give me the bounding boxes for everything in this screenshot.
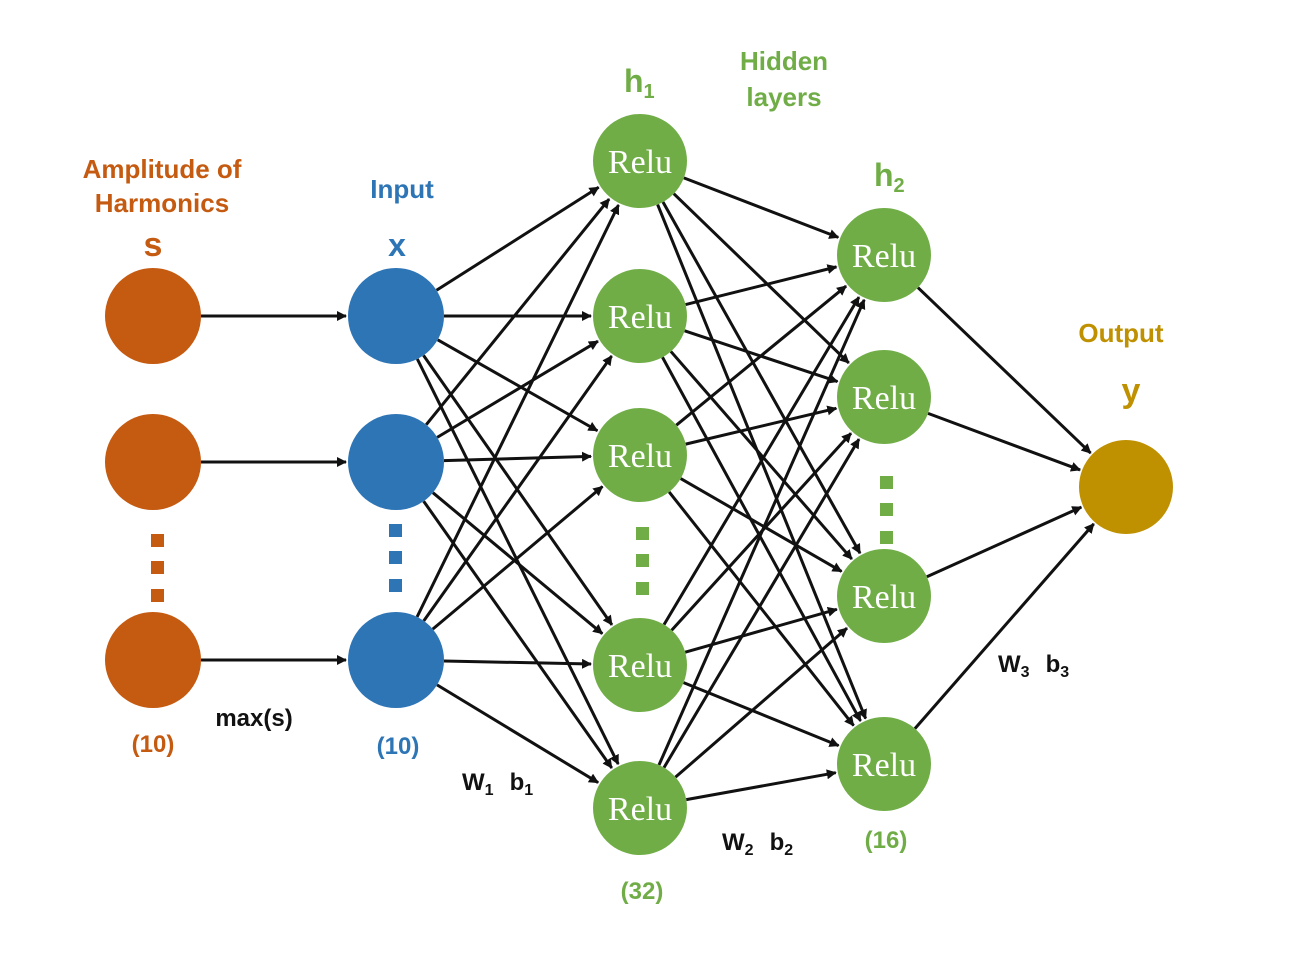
- relu-label: Relu: [852, 380, 916, 417]
- h1-h2-edge: [662, 438, 861, 769]
- output-node: [1079, 440, 1173, 534]
- h2-output-edge: [913, 522, 1095, 730]
- input-count: (10): [377, 733, 420, 760]
- h1-h2-edge: [683, 176, 840, 239]
- input-h1-edge: [443, 658, 593, 669]
- h1-node: Relu: [593, 269, 687, 363]
- h2-node: Relu: [837, 717, 931, 811]
- hidden-title-line1: Hidden: [740, 46, 828, 76]
- input-h1-edge: [422, 500, 613, 769]
- h1-h2-edge: [685, 769, 837, 802]
- w2-b2-label: W2 b2: [722, 829, 793, 859]
- input-h1-edge: [436, 338, 599, 433]
- source-node: [105, 268, 201, 364]
- relu-label: Relu: [852, 238, 916, 275]
- h1-node: Relu: [593, 761, 687, 855]
- source-symbol: s: [144, 226, 163, 264]
- h2-label: h2: [874, 157, 905, 197]
- h1-count: (32): [621, 878, 664, 905]
- h1-node: Relu: [593, 618, 687, 712]
- h2-count: (16): [865, 827, 908, 854]
- h2-output-edge: [926, 505, 1083, 579]
- h1-h2-edge: [685, 405, 838, 446]
- connection-edges: [201, 176, 1095, 802]
- h1-h2-edge: [661, 356, 862, 722]
- source-layer: [105, 268, 201, 708]
- h1-node: Relu: [593, 408, 687, 502]
- h1-h2-edge: [679, 477, 843, 573]
- h2-node: Relu: [837, 350, 931, 444]
- source-node: [105, 414, 201, 510]
- input-h1-edge: [443, 451, 593, 463]
- source-count: (10): [132, 731, 175, 758]
- source-ellipsis-dot: [151, 534, 164, 547]
- h1-ellipsis-dot: [636, 554, 649, 567]
- input-h1-edge: [435, 186, 600, 292]
- h1-h2-edge: [684, 606, 838, 654]
- input-ellipsis-dot: [389, 579, 402, 592]
- h1-h2-edge: [685, 264, 838, 307]
- relu-label: Relu: [608, 648, 672, 685]
- input-h1-edge: [431, 485, 604, 631]
- relu-label: Relu: [608, 144, 672, 181]
- h1-h2-edge: [675, 284, 848, 427]
- hidden-layer-1: Relu Relu Relu Relu Relu: [593, 114, 687, 855]
- relu-label: Relu: [608, 299, 672, 336]
- h2-ellipsis-dot: [880, 476, 893, 489]
- h1-ellipsis-dot: [636, 582, 649, 595]
- input-title: Input: [370, 174, 434, 204]
- h2-ellipsis-dot: [880, 503, 893, 516]
- input-h1-edge: [425, 198, 611, 426]
- h1-h2-edge: [674, 627, 848, 779]
- input-h1-edge: [415, 204, 620, 618]
- source-ellipsis-dot: [151, 589, 164, 602]
- input-h1-edge: [422, 355, 613, 622]
- h2-output-edge: [927, 411, 1082, 472]
- input-node: [348, 268, 444, 364]
- relu-label: Relu: [852, 579, 916, 616]
- max-op-label: max(s): [215, 705, 292, 732]
- h1-h2-edge: [682, 681, 840, 747]
- input-h1-edge: [431, 491, 604, 635]
- input-node: [348, 414, 444, 510]
- output-title: Output: [1078, 318, 1164, 348]
- input-h1-edge: [436, 339, 599, 439]
- h2-output-edge: [916, 286, 1092, 455]
- h2-node: Relu: [837, 549, 931, 643]
- hidden-layer-2: Relu Relu Relu Relu: [837, 208, 931, 811]
- h2-node: Relu: [837, 208, 931, 302]
- h1-h2-edge: [667, 490, 855, 727]
- w3-b3-label: W3 b3: [998, 651, 1069, 681]
- h2-ellipsis-dot: [880, 531, 893, 544]
- w1-b1-label: W1 b1: [462, 769, 533, 799]
- input-h1-edge: [436, 683, 599, 784]
- input-ellipsis-dot: [389, 524, 402, 537]
- input-symbol: x: [388, 227, 406, 263]
- relu-label: Relu: [608, 791, 672, 828]
- h1-node: Relu: [593, 114, 687, 208]
- h1-h2-edge: [672, 192, 850, 365]
- input-node: [348, 612, 444, 708]
- output-symbol: y: [1122, 372, 1141, 410]
- input-ellipsis-dot: [389, 551, 402, 564]
- source-ellipsis-dot: [151, 561, 164, 574]
- relu-label: Relu: [852, 747, 916, 784]
- h1-ellipsis-dot: [636, 527, 649, 540]
- diagram-labels: Amplitude of Harmonics s (10) max(s) Inp…: [83, 46, 1164, 905]
- source-node: [105, 612, 201, 708]
- h1-h2-edge: [669, 350, 853, 561]
- h1-h2-edge: [662, 296, 861, 626]
- source-title-line2: Harmonics: [95, 188, 229, 218]
- h1-label: h1: [624, 63, 655, 103]
- h1-h2-edge: [657, 298, 866, 766]
- input-layer: [348, 268, 444, 708]
- source-title-line1: Amplitude of: [83, 154, 242, 184]
- hidden-title-line2: layers: [746, 82, 821, 112]
- relu-label: Relu: [608, 438, 672, 475]
